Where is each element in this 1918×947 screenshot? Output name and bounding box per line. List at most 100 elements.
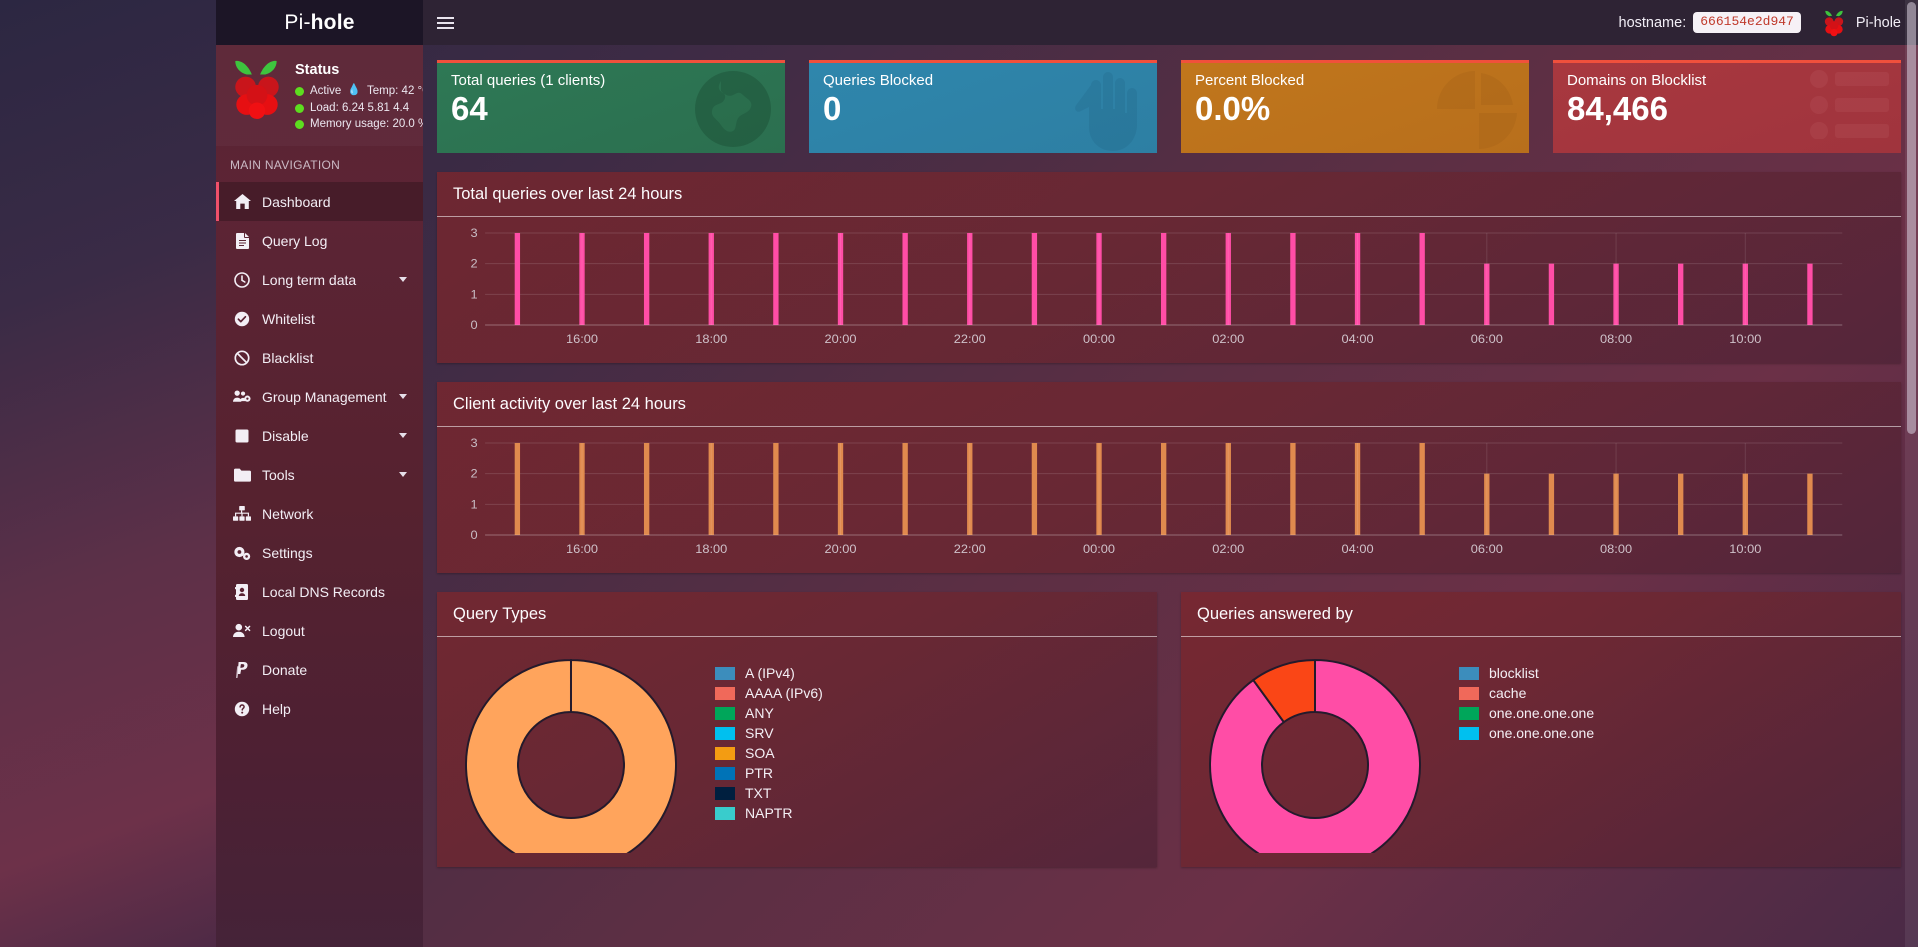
top-navbar-right: hostname: 666154e2d947 [423,0,1918,45]
brand-logo[interactable]: Pi-hole [216,0,423,45]
sidebar-item-blacklist[interactable]: Blacklist [216,338,423,377]
hostname-display: hostname: 666154e2d947 [1618,11,1801,34]
hostname-label: hostname: [1618,14,1687,31]
sidebar-item-group-management[interactable]: Group Management [216,377,423,416]
legend-label: TXT [745,785,772,801]
legend-swatch [715,686,735,700]
sidebar-item-network[interactable]: Network [216,494,423,533]
stat-card-title: Total queries (1 clients) [451,72,606,89]
sidebar-label-donate: Donate [262,661,308,678]
svg-text:2: 2 [470,257,477,271]
legend-label: blocklist [1489,665,1539,681]
legend-item[interactable]: SRV [715,725,1141,741]
stat-card-value: 64 [451,90,488,127]
legend-label: A (IPv4) [745,665,795,681]
raspberry-logo-large-icon [230,59,284,119]
sidebar-item-local-dns-records[interactable]: Local DNS Records [216,572,423,611]
legend-item[interactable]: TXT [715,785,1141,801]
legend-swatch [715,786,735,800]
sidebar-label-local-dns-records: Local DNS Records [262,583,385,600]
ban-icon [233,349,251,366]
stat-cards-row: Total queries (1 clients) 64 Queries Blo… [437,60,1901,153]
main-content: Total queries (1 clients) 64 Queries Blo… [423,45,1918,947]
sidebar-item-logout[interactable]: Logout [216,611,423,650]
legend-swatch [715,666,735,680]
total-queries-chart[interactable]: 0 1 2 3 16:00 18:00 20:00 22:00 00:00 02:00 04:00 0… [453,227,1885,349]
legend-item[interactable]: SOA [715,745,1141,761]
desktop-background-left [0,0,216,947]
query-types-donut[interactable] [453,653,693,853]
status-panel: Status Active 💧 Temp: 42 °C Load: 6.24 5… [216,45,423,146]
svg-text:00:00: 00:00 [1083,542,1115,556]
stat-card-domains-on-blocklist[interactable]: Domains on Blocklist 84,466 [1553,60,1901,153]
sidebar-item-long-term-data[interactable]: Long term data [216,260,423,299]
legend-label: one.one.one.one [1489,705,1595,721]
panel-query-types: Query Types A (IPv4) AAAA (IPv6) ANY SRV SOA… [437,592,1157,867]
user-name: Pi-hole [1855,14,1901,31]
sidebar-label-logout: Logout [262,622,305,639]
stat-card-title: Domains on Blocklist [1567,72,1707,89]
legend-item[interactable]: A (IPv4) [715,665,1141,681]
sitemap-icon [233,506,251,522]
legend-item[interactable]: ANY [715,705,1141,721]
stat-card-queries-blocked[interactable]: Queries Blocked 0 [809,60,1157,153]
user-times-icon [233,623,251,639]
sidebar-item-donate[interactable]: Donate [216,650,423,689]
status-temp-text: Temp: 42 °C [367,85,423,97]
square-icon [233,428,251,444]
hostname-badge: 666154e2d947 [1693,11,1801,34]
folder-icon [233,467,251,483]
legend-label: PTR [745,765,773,781]
brand-prefix: Pi- [284,10,311,34]
legend-item[interactable]: blocklist [1459,665,1885,681]
stat-card-total-queries[interactable]: Total queries (1 clients) 64 [437,60,785,153]
client-activity-chart[interactable]: 0 1 2 3 16:00 18:00 20:00 22:00 00:00 02:00 04:00 0… [453,437,1885,559]
stat-card-title: Percent Blocked [1195,72,1305,89]
stat-card-percent-blocked[interactable]: Percent Blocked 0.0% [1181,60,1529,153]
page-scrollbar[interactable] [1905,0,1918,947]
panel-body: blocklist cache one.one.one.one one.one.one… [1181,637,1901,867]
legend-item[interactable]: cache [1459,685,1885,701]
sidebar-item-disable[interactable]: Disable [216,416,423,455]
chevron-down-icon [399,433,407,439]
status-memory-text: Memory usage: 20.0 % [310,118,423,131]
sidebar-label-disable: Disable [262,427,309,444]
status-load-text: Load: 6.24 5.81 4.4 [310,101,410,114]
sidebar-item-help[interactable]: Help [216,689,423,728]
panel-body: A (IPv4) AAAA (IPv6) ANY SRV SOA PTR TXT NAPTR [437,637,1157,867]
legend-swatch [715,746,735,760]
sidebar-item-whitelist[interactable]: Whitelist [216,299,423,338]
legend-item[interactable]: AAAA (IPv6) [715,685,1141,701]
panel-title: Queries answered by [1181,592,1901,637]
legend-item[interactable]: one.one.one.one [1459,705,1885,721]
query-types-chart-row: A (IPv4) AAAA (IPv6) ANY SRV SOA PTR TXT NAPTR [453,647,1141,853]
scrollbar-thumb[interactable] [1907,2,1916,434]
status-text-block: Status Active 💧 Temp: 42 °C Load: 6.24 5… [295,59,423,133]
user-menu[interactable]: Pi-hole [1821,9,1901,37]
panel-body: 0 1 2 3 16:00 18:00 20:00 22:00 00:00 02:00 04:00 0… [437,217,1901,363]
chevron-down-icon [399,394,407,400]
legend-label: cache [1489,685,1527,701]
paypal-icon [233,661,251,678]
legend-item[interactable]: PTR [715,765,1141,781]
sidebar-item-settings[interactable]: Settings [216,533,423,572]
admin-app: Pi-hole hostname: 666154e2d947 [216,0,1918,947]
hamburger-icon[interactable] [423,0,468,45]
nav-section-header: MAIN NAVIGATION [230,158,341,173]
legend-item[interactable]: one.one.one.one [1459,725,1885,741]
legend-swatch [1459,706,1479,720]
sidebar-item-tools[interactable]: Tools [216,455,423,494]
bottom-panels-row: Query Types A (IPv4) AAAA (IPv6) ANY SRV SOA… [437,592,1901,867]
status-title: Status [295,62,340,78]
clock-icon [233,271,251,288]
sidebar-label-query-log: Query Log [262,232,328,249]
queries-answered-donut[interactable] [1197,653,1437,853]
sidebar-item-dashboard[interactable]: Dashboard [216,182,423,222]
sidebar-label-network: Network [262,505,314,522]
legend-swatch [1459,666,1479,680]
sidebar-item-query-log[interactable]: Query Log [216,221,423,260]
top-navbar: Pi-hole hostname: 666154e2d947 [216,0,1918,45]
green-dot-icon [295,86,304,96]
panel-queries-answered-by: Queries answered by blocklist cache one.on… [1181,592,1901,867]
legend-item[interactable]: NAPTR [715,805,1141,821]
